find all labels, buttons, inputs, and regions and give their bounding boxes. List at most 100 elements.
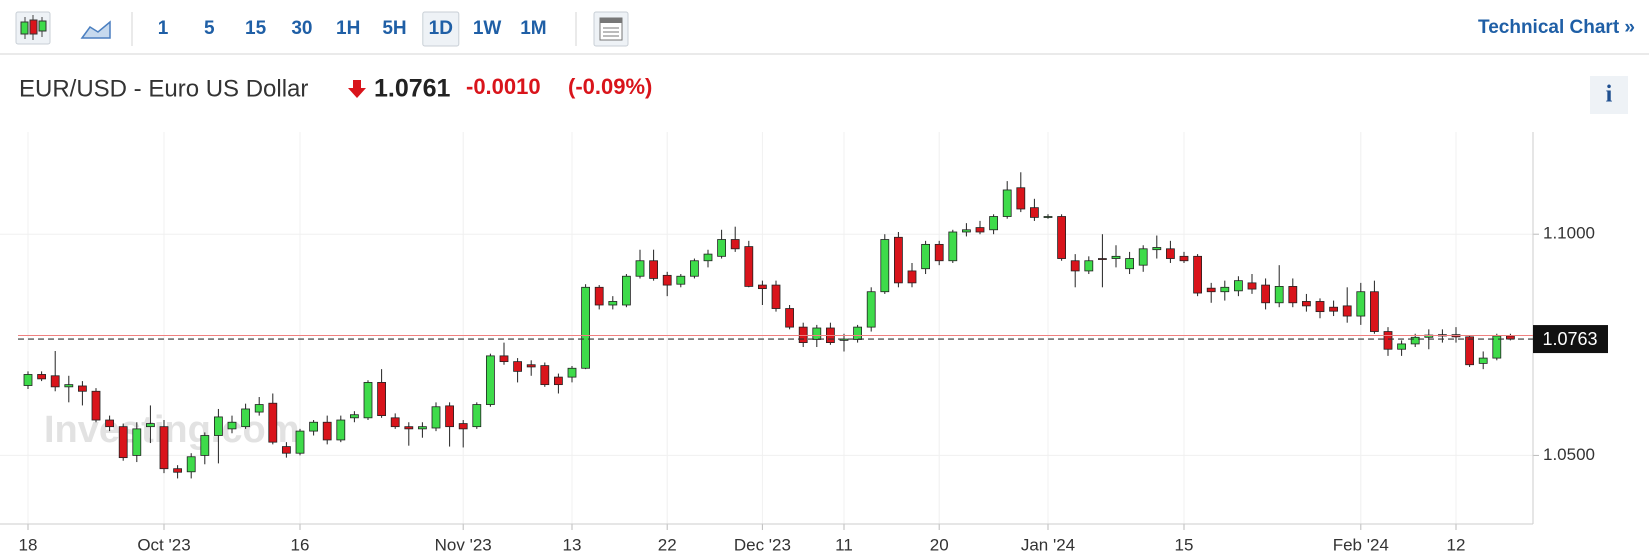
interval-button[interactable]: 1M	[520, 18, 546, 39]
candle-body	[1002, 189, 1012, 217]
x-tick-label: 15	[1175, 535, 1194, 554]
candle-body	[431, 406, 441, 429]
candle-body	[676, 275, 686, 285]
interval-button[interactable]: 1D	[429, 18, 453, 39]
candle-body	[309, 421, 319, 432]
candle-body	[1261, 284, 1270, 304]
candle-body	[866, 291, 876, 328]
candle-body	[717, 239, 726, 257]
candle-body	[281, 446, 291, 454]
candle-body	[1070, 260, 1080, 272]
interval-button[interactable]: 5	[204, 18, 215, 39]
candle-body	[1356, 291, 1366, 317]
candle-body	[622, 275, 631, 306]
candle-body	[322, 421, 332, 441]
candle-body	[472, 404, 482, 428]
candle-body	[526, 364, 536, 368]
candle-body	[445, 405, 455, 428]
candle-body	[91, 390, 101, 421]
candle-body	[499, 355, 509, 363]
x-tick-label: 16	[291, 535, 310, 554]
candle-body	[513, 361, 522, 372]
candle-body	[934, 243, 944, 262]
candle-body	[1234, 280, 1243, 292]
change-percent: (-0.09%)	[568, 74, 652, 99]
candle-body	[1478, 357, 1488, 364]
candle-body	[1125, 258, 1134, 270]
layout-button[interactable]	[593, 11, 629, 47]
candle-body	[1016, 187, 1026, 210]
x-tick-label: 13	[563, 535, 582, 554]
candle-body	[962, 229, 971, 233]
x-tick-label: Dec '23	[734, 535, 791, 554]
candle-body	[295, 430, 305, 454]
candle-body	[1220, 286, 1230, 293]
interval-button[interactable]: 5H	[382, 18, 406, 39]
candle-body	[458, 423, 468, 430]
interval-button[interactable]: 1W	[473, 18, 502, 39]
x-tick-label: Feb '24	[1333, 535, 1389, 554]
interval-button[interactable]: 30	[291, 18, 312, 39]
info-button[interactable]	[1590, 76, 1628, 114]
candle-body	[349, 414, 359, 419]
y-tick-label: 1.1000	[1543, 224, 1595, 243]
toolbar	[0, 0, 1649, 54]
symbol-title: EUR/USD - Euro US Dollar	[19, 75, 308, 102]
candle-body	[213, 416, 223, 436]
candle-body	[594, 286, 604, 306]
candle-body	[363, 382, 373, 419]
candle-type-button[interactable]	[15, 11, 51, 45]
candle-body	[880, 239, 890, 293]
technical-chart-link[interactable]: Technical Chart »	[1478, 17, 1635, 38]
candle-body	[200, 435, 210, 456]
candle-body	[989, 216, 998, 231]
candle-body	[758, 284, 767, 290]
candle-body	[1166, 248, 1175, 259]
candle-body	[186, 456, 196, 473]
interval-button[interactable]: 1H	[336, 18, 360, 39]
candle-body	[649, 260, 658, 279]
candle-body	[118, 426, 128, 459]
candle-body	[1206, 287, 1216, 293]
x-tick-label: Jan '24	[1021, 535, 1075, 554]
candle-body	[1247, 282, 1257, 290]
candle-body	[1465, 336, 1474, 366]
area-type-button[interactable]	[80, 20, 111, 39]
candle-body	[336, 419, 346, 441]
interval-buttons: 1 5 15 30 1H 5H 1D 1W 1M	[158, 11, 547, 47]
candle-body	[159, 426, 169, 470]
change: -0.0010	[466, 74, 541, 99]
candle-body	[1193, 255, 1202, 294]
interval-button[interactable]: 15	[245, 18, 267, 39]
chart: Investing.com 18 Oct '23 16 Nov '23 13 22 Dec '…	[0, 132, 1608, 554]
candle-body	[1098, 258, 1107, 260]
candle-body	[145, 423, 155, 428]
x-tick-label: 11	[835, 535, 853, 554]
x-tick-label: 22	[658, 535, 677, 554]
candle-body	[554, 376, 563, 386]
candle-body	[907, 270, 917, 284]
candle-body	[1383, 331, 1393, 350]
watermark: Investing.com	[44, 409, 300, 451]
interval-button[interactable]: 1	[158, 18, 169, 39]
candle-body	[662, 274, 672, 286]
candle-body	[744, 246, 754, 287]
candle-body	[581, 286, 590, 369]
candle-body	[1370, 291, 1379, 332]
candle-body	[37, 374, 46, 380]
candle-body	[1410, 336, 1420, 345]
candle-body	[948, 231, 958, 262]
candle-body	[23, 374, 33, 386]
candle-body	[227, 421, 237, 430]
candle-body	[254, 404, 264, 413]
candle-body	[635, 260, 645, 277]
candle-body	[64, 384, 74, 388]
candle-body	[417, 426, 427, 430]
last-price-label: 1.0763	[1542, 329, 1597, 349]
candle-body	[730, 239, 740, 250]
candle-body	[390, 417, 400, 428]
candle-body	[1342, 305, 1352, 317]
candle-body	[894, 236, 903, 284]
candle-body	[1111, 255, 1121, 259]
active-interval-box	[422, 11, 460, 47]
